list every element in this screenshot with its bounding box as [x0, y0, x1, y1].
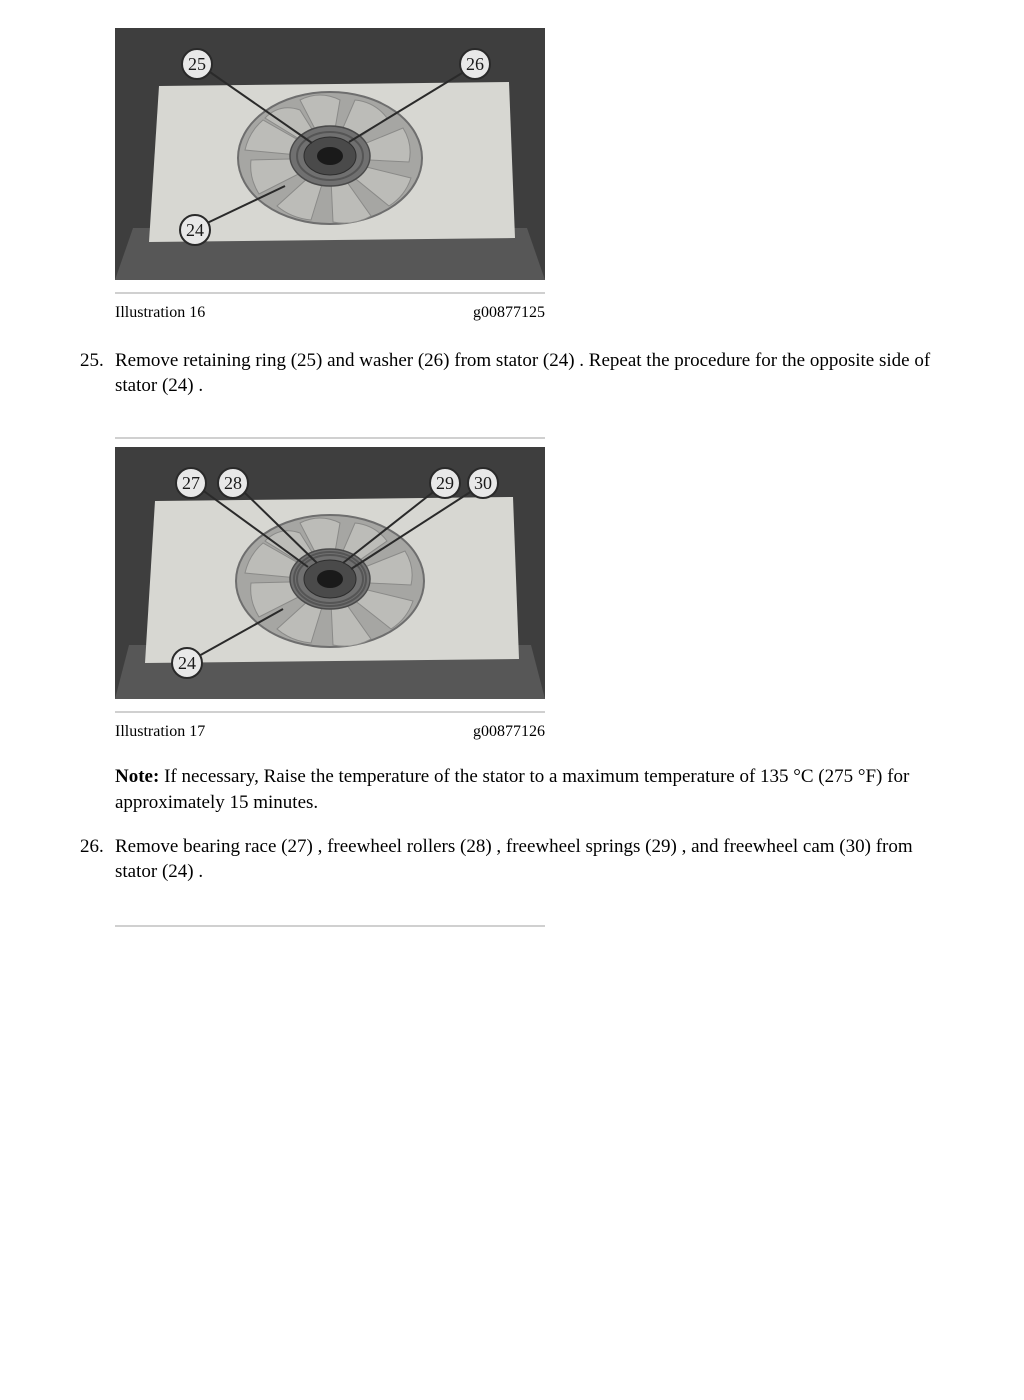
step-26: 26. Remove bearing race (27) , freewheel…: [80, 834, 952, 885]
figure-16-caption: Illustration 16 g00877125: [115, 302, 545, 324]
callout-27: 27: [182, 473, 200, 493]
figure-17-caption: Illustration 17 g00877126: [115, 721, 545, 743]
step-25-number: 25.: [80, 348, 104, 374]
illustration-16-label: Illustration 16: [115, 302, 205, 324]
callout-25: 25: [188, 54, 206, 74]
note-label: Note:: [115, 766, 159, 787]
figure-16-image: 25 26 24: [115, 28, 545, 280]
step-26-text: Remove bearing race (27) , freewheel rol…: [115, 836, 913, 883]
figure-17-top-rule: [115, 437, 545, 439]
callout-28: 28: [224, 473, 242, 493]
note-block: Note: If necessary, Raise the temperatur…: [115, 764, 952, 815]
figure-17-image: 27 28 29 30 24: [115, 447, 545, 699]
callout-24b: 24: [178, 653, 196, 673]
callout-29: 29: [436, 473, 454, 493]
figure-17-block: 27 28 29 30 24 Illustration 17 g00877126: [115, 437, 545, 743]
callout-26: 26: [466, 54, 484, 74]
figure-16-rule: [115, 292, 545, 294]
step-26-number: 26.: [80, 834, 104, 860]
step-25: 25. Remove retaining ring (25) and washe…: [80, 348, 952, 399]
callout-30: 30: [474, 473, 492, 493]
note-text: If necessary, Raise the temperature of t…: [115, 766, 909, 813]
bottom-rule: [115, 925, 545, 927]
figure-17-rule: [115, 711, 545, 713]
illustration-17-label: Illustration 17: [115, 721, 205, 743]
illustration-17-code: g00877126: [473, 721, 545, 743]
callout-24: 24: [186, 220, 204, 240]
figure-16-block: 25 26 24 Illustration 16 g00877125: [115, 28, 545, 324]
illustration-16-code: g00877125: [473, 302, 545, 324]
step-25-text: Remove retaining ring (25) and washer (2…: [115, 350, 930, 397]
